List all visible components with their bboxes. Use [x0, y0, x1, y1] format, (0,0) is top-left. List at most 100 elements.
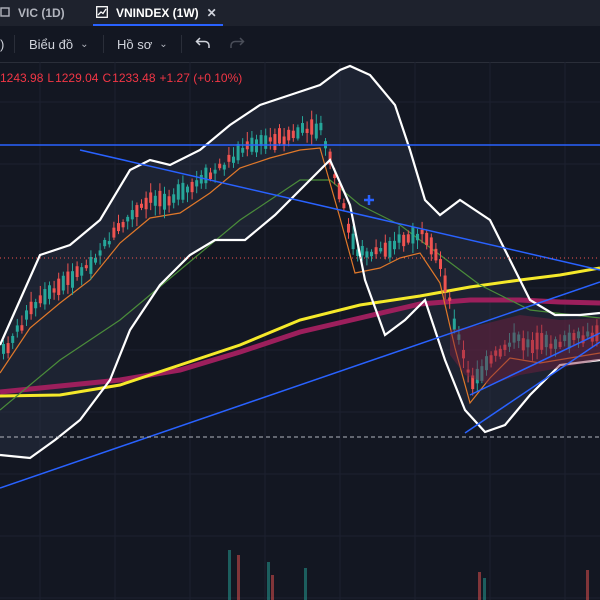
tab-vic[interactable]: VIC (1D): [0, 0, 65, 26]
candle-body: [351, 233, 355, 250]
candle-body: [29, 301, 33, 315]
candle-body: [531, 339, 534, 354]
candle-body: [278, 128, 281, 144]
candle-body: [388, 240, 392, 258]
redo-icon: [229, 36, 245, 53]
candle-body: [107, 241, 111, 245]
candle-body: [443, 275, 447, 292]
candle-body: [264, 135, 268, 149]
candle-body: [273, 134, 277, 150]
candle-body: [176, 184, 180, 200]
profile-menu-button[interactable]: Hồ sơ ⌄: [117, 26, 168, 62]
candle-body: [11, 335, 15, 343]
candle-body: [494, 350, 498, 356]
chart-menu-button[interactable]: Biểu đồ ⌄: [29, 26, 88, 62]
candle-body: [204, 167, 208, 184]
candle-body: [287, 129, 291, 141]
ma-green-line: [0, 179, 600, 411]
candle-body: [38, 295, 42, 304]
volume-bar: [237, 555, 240, 600]
candle-body: [153, 195, 157, 206]
candle-body: [135, 205, 139, 218]
undo-icon: [195, 36, 211, 53]
candle-body: [149, 192, 153, 203]
chart-tab-icon: [96, 5, 108, 21]
ma-orange-line: [0, 147, 600, 405]
candle-body: [572, 332, 576, 341]
candle-body: [103, 239, 107, 247]
candle-body: [66, 271, 70, 285]
candle-body: [227, 154, 231, 162]
ma-yellow-line: [0, 266, 600, 398]
candle-body: [144, 197, 148, 210]
active-tab-indicator: [93, 24, 223, 26]
candle-body: [126, 216, 130, 222]
candle-body: [439, 259, 442, 269]
ohlc-low: 1229.04: [55, 71, 99, 85]
candle-body: [462, 349, 465, 359]
candle-body: [172, 194, 176, 203]
candle-body: [34, 302, 38, 309]
candle-body: [434, 248, 438, 261]
candle-body: [535, 332, 539, 350]
candle-body: [48, 285, 51, 299]
candle-body: [84, 265, 88, 269]
candle-body: [218, 163, 222, 169]
candle-body: [282, 136, 286, 145]
candle-body: [6, 343, 10, 354]
candle-body: [393, 240, 396, 250]
candle-body: [163, 193, 166, 210]
candle-body: [75, 266, 79, 278]
candle-body: [15, 325, 19, 332]
candle-body: [512, 332, 516, 343]
candle-body: [526, 339, 530, 348]
candle-body: [406, 234, 410, 243]
candle-body: [420, 229, 424, 235]
candle-body: [383, 242, 387, 257]
divider: [103, 35, 104, 53]
undo-button[interactable]: [195, 26, 211, 62]
candle-body: [379, 248, 383, 252]
candle-body: [554, 339, 557, 349]
redo-button[interactable]: [229, 26, 245, 62]
candle-body: [544, 334, 548, 348]
channel-lower-trendline: [464, 341, 600, 434]
ascending-trendline: [0, 281, 600, 489]
candle-body: [337, 183, 341, 200]
candle-body: [347, 223, 350, 233]
candle-body: [558, 341, 562, 348]
bollinger-lower-line: [0, 158, 600, 460]
volume-bar: [228, 550, 231, 600]
close-icon[interactable]: ✕: [206, 6, 217, 20]
candle-body: [2, 343, 5, 354]
candle-body: [52, 288, 56, 293]
candle-body: [586, 331, 590, 337]
candle-body: [567, 332, 571, 349]
candle-body: [158, 190, 162, 207]
tab-vnindex[interactable]: VNINDEX (1W) ✕: [96, 0, 217, 26]
volume-bar: [478, 572, 481, 600]
candle-body: [360, 245, 364, 256]
tab-bar: VIC (1D) VNINDEX (1W) ✕: [0, 0, 600, 26]
candle-body: [475, 368, 479, 384]
candle-body: [199, 174, 203, 184]
candle-body: [241, 147, 245, 153]
candle-body: [402, 234, 406, 247]
chevron-down-icon: ⌄: [80, 38, 89, 50]
candle-body: [333, 174, 337, 179]
bollinger-upper-line: [0, 64, 600, 346]
candle-body: [314, 123, 318, 139]
candle-body: [521, 338, 525, 351]
candle-body: [356, 249, 360, 257]
candle-body: [190, 181, 194, 193]
candle-body: [71, 271, 74, 288]
candle-body: [236, 144, 240, 161]
candle-body: [374, 247, 378, 255]
candle-body: [485, 356, 488, 371]
candle-body: [452, 318, 456, 330]
toolbar-overflow[interactable]: ): [0, 36, 5, 52]
candle-body: [301, 123, 304, 133]
candle-body: [425, 232, 429, 246]
price-chart[interactable]: [0, 62, 600, 600]
candle-body: [466, 369, 470, 373]
